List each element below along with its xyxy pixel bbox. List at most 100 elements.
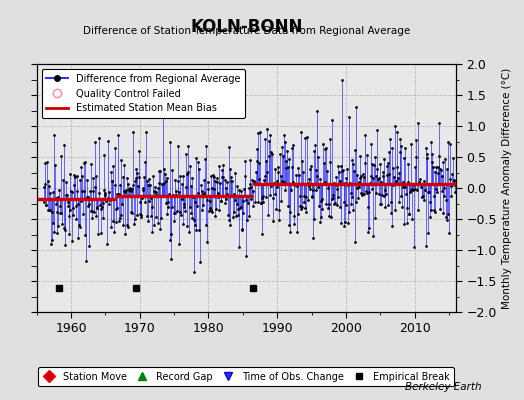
Point [101,192,109,198]
Point [150,222,158,229]
Point [211,212,220,219]
Point [365,189,374,195]
Point [160,166,169,172]
Point [247,196,255,202]
Point [390,207,399,213]
Point [383,163,391,169]
Point [223,190,231,197]
Point [451,189,459,196]
Point [265,153,274,159]
Point [291,182,299,188]
Point [211,178,219,184]
Point [357,172,365,179]
Point [223,179,232,185]
Point [283,203,292,210]
Point [182,222,191,229]
Point [332,182,341,188]
Point [366,180,374,186]
Point [254,130,262,136]
Point [158,181,167,187]
Point [74,200,83,207]
Point [441,197,450,204]
Point [412,154,421,160]
Point [304,197,312,203]
Point [445,230,453,236]
Point [236,205,244,211]
Point [339,167,347,174]
Point [308,194,316,200]
Point [305,186,314,192]
Point [61,227,70,234]
Point [241,173,249,179]
Point [354,195,362,201]
Point [200,177,209,184]
Point [436,166,444,172]
Point [321,179,330,185]
Point [100,186,108,193]
Point [130,221,138,227]
Point [165,191,173,197]
Point [141,199,150,206]
Point [286,208,294,215]
Point [329,192,337,198]
Point [417,194,425,200]
Point [348,194,356,200]
Point [310,216,318,222]
Point [350,168,358,174]
Point [189,194,197,201]
Point [431,209,440,216]
Point [208,184,216,191]
Point [422,243,430,249]
Point [191,199,199,205]
Point [298,204,307,210]
Point [144,182,152,188]
Point [68,238,76,244]
Point [391,123,399,129]
Point [415,180,423,186]
Point [198,188,206,194]
Point [133,212,141,218]
Point [179,221,188,228]
Point [372,172,380,179]
Point [40,181,49,187]
Point [248,177,256,183]
Point [194,159,202,165]
Point [358,191,367,197]
Point [116,214,125,221]
Point [394,175,402,182]
Point [108,217,117,224]
Point [444,211,452,217]
Point [233,183,242,190]
Point [388,145,397,152]
Point [172,188,180,194]
Point [142,129,150,135]
Point [126,185,134,191]
Point [129,182,138,188]
Point [336,163,345,169]
Point [41,160,49,166]
Point [111,182,119,188]
Point [94,135,103,142]
Point [131,216,139,222]
Point [272,184,281,190]
Point [215,207,224,213]
Point [143,178,151,184]
Point [377,179,386,185]
Point [76,177,84,183]
Point [371,154,379,160]
Point [301,205,310,211]
Point [316,198,325,205]
Point [440,193,449,199]
Point [303,134,311,140]
Point [74,234,82,241]
Point [167,256,175,262]
Point [343,220,352,226]
Point [45,183,53,190]
Point [138,195,146,201]
Point [222,185,230,192]
Point [444,139,453,146]
Point [148,203,157,210]
Point [193,190,202,196]
Point [409,187,417,193]
Point [70,182,78,188]
